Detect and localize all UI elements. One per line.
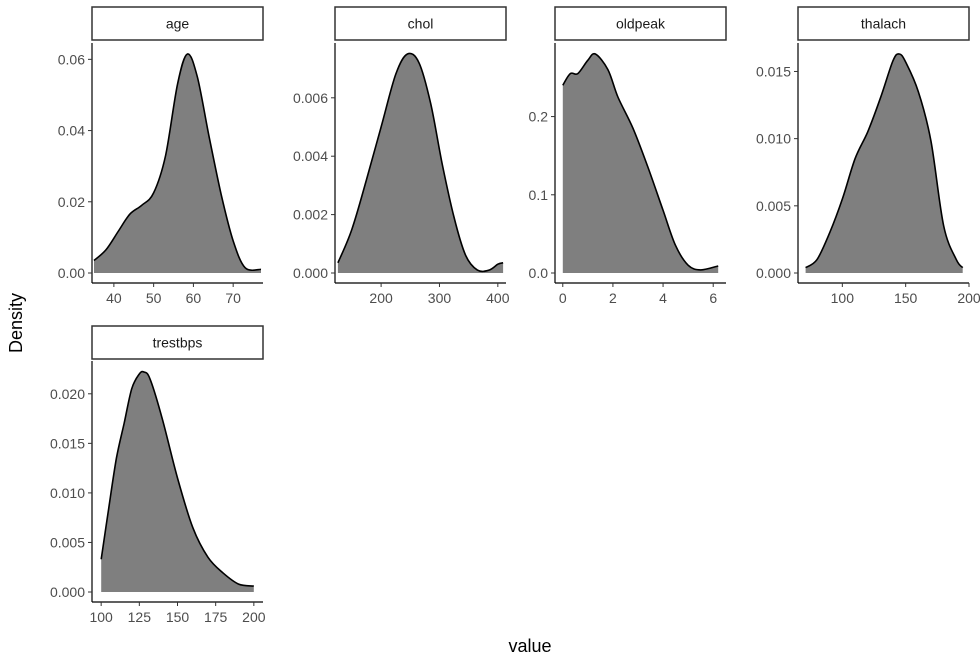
x-tick-label-trestbps: 150 — [166, 609, 190, 625]
strip-label-thalach: thalach — [861, 16, 906, 32]
panel-trestbps: trestbps 0.000 0.005 0.010 0.015 0.020 100 125 1… — [50, 325, 266, 625]
x-axis-title: value — [508, 636, 551, 656]
density-line-oldpeak — [562, 52, 719, 271]
x-tick-label-oldpeak: 6 — [709, 290, 717, 306]
y-tick-label-thalach: 0.005 — [756, 198, 791, 214]
strip-thalach — [797, 6, 970, 41]
x-tick-label-thalach: 200 — [957, 290, 980, 306]
y-tick-label-thalach: 0.015 — [756, 63, 791, 79]
y-tick-label-thalach: 0.010 — [756, 131, 791, 147]
strip-label-chol: chol — [408, 16, 434, 32]
x-tick-label-age: 60 — [186, 290, 202, 306]
density-area-age — [94, 53, 261, 273]
x-tick-label-trestbps: 100 — [89, 609, 113, 625]
y-tick-label-oldpeak: 0.0 — [529, 265, 549, 281]
y-tick-label-trestbps: 0.015 — [50, 435, 85, 451]
y-tick-label-oldpeak: 0.2 — [529, 109, 549, 125]
density-line-chol — [337, 52, 504, 273]
strip-label-oldpeak: oldpeak — [616, 16, 666, 32]
x-tick-label-oldpeak: 0 — [559, 290, 567, 306]
y-tick-label-age: 0.00 — [58, 265, 85, 281]
strip-label-trestbps: trestbps — [153, 335, 203, 351]
y-tick-label-age: 0.04 — [58, 123, 85, 139]
x-tick-label-age: 50 — [146, 290, 162, 306]
y-tick-label-trestbps: 0.005 — [50, 534, 85, 550]
y-tick-label-age: 0.06 — [58, 51, 85, 67]
density-line-thalach — [805, 53, 964, 269]
x-tick-label-age: 40 — [106, 290, 122, 306]
density-area-trestbps — [101, 371, 254, 592]
x-tick-label-chol: 200 — [369, 290, 393, 306]
x-tick-label-chol: 300 — [428, 290, 452, 306]
x-tick-label-chol: 400 — [486, 290, 510, 306]
density-area-oldpeak — [562, 53, 719, 273]
x-tick-label-oldpeak: 4 — [659, 290, 667, 306]
x-tick-label-trestbps: 200 — [242, 609, 266, 625]
strip-chol — [334, 6, 507, 41]
density-line-trestbps — [100, 370, 254, 587]
x-tick-label-thalach: 100 — [831, 290, 855, 306]
strip-oldpeak — [554, 6, 727, 41]
panel-thalach: thalach 0.000 0.005 0.010 0.015 100 150 200 — [756, 6, 980, 306]
y-tick-label-chol: 0.004 — [293, 148, 328, 164]
x-tick-label-trestbps: 125 — [128, 609, 152, 625]
strip-label-age: age — [166, 16, 190, 32]
panel-age: age 0.00 0.02 0.04 0.06 40 50 60 70 — [58, 6, 264, 306]
x-tick-label-oldpeak: 2 — [609, 290, 617, 306]
y-tick-label-trestbps: 0.020 — [50, 386, 85, 402]
x-tick-label-trestbps: 175 — [204, 609, 228, 625]
y-tick-label-trestbps: 0.000 — [50, 584, 85, 600]
y-axis-title: Density — [6, 293, 26, 353]
y-tick-label-chol: 0.002 — [293, 207, 328, 223]
density-area-chol — [337, 53, 504, 273]
y-tick-label-age: 0.02 — [58, 194, 85, 210]
y-tick-label-oldpeak: 0.1 — [529, 187, 549, 203]
panel-oldpeak: oldpeak 0.0 0.1 0.2 0 2 4 6 — [529, 6, 727, 306]
y-tick-label-trestbps: 0.010 — [50, 485, 85, 501]
density-line-age — [93, 53, 262, 272]
strip-age — [91, 6, 264, 41]
panel-chol: chol 0.000 0.002 0.004 0.006 200 300 400 — [293, 6, 510, 306]
y-tick-label-thalach: 0.000 — [756, 265, 791, 281]
x-tick-label-thalach: 150 — [894, 290, 918, 306]
strip-trestbps — [91, 325, 264, 360]
y-tick-label-chol: 0.000 — [293, 265, 328, 281]
x-tick-label-age: 70 — [225, 290, 241, 306]
y-tick-label-chol: 0.006 — [293, 90, 328, 106]
